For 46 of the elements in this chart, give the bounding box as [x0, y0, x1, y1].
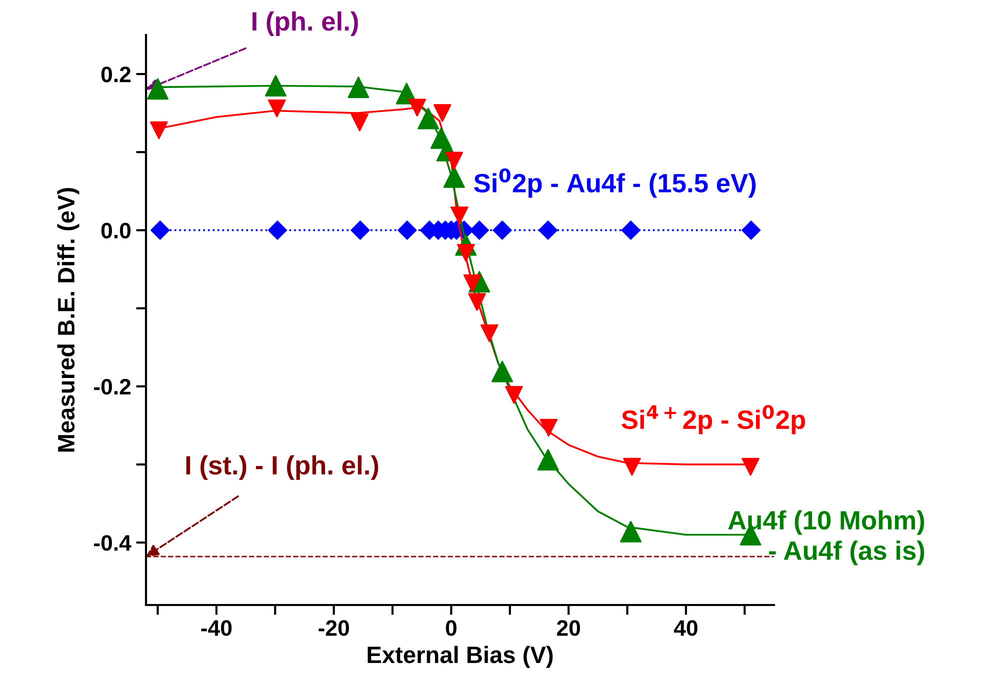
y-tick-label: 0.2: [101, 66, 131, 82]
point: [450, 206, 468, 224]
x-tick-label: -20: [318, 620, 349, 636]
point: [538, 220, 558, 240]
point: [350, 220, 370, 240]
point: [445, 152, 464, 170]
y-axis-title: Measured B.E. Diff. (eV): [57, 188, 80, 452]
point: [537, 449, 559, 471]
point: [264, 74, 286, 97]
point: [408, 98, 426, 117]
annotation: I (st.) - I (ph. el.): [186, 455, 378, 480]
point: [443, 166, 465, 188]
point: [150, 121, 168, 140]
y-tick-label: -0.4: [94, 535, 132, 551]
point: [492, 360, 514, 382]
x-tick-label: 0: [446, 620, 456, 636]
point: [621, 220, 640, 240]
point: [418, 108, 440, 130]
point: [398, 220, 417, 240]
point: [470, 220, 489, 240]
point: [742, 220, 761, 240]
x-tick-label: 40: [674, 620, 698, 636]
point: [468, 293, 486, 311]
point: [350, 114, 369, 132]
x-tick-label: -40: [201, 620, 232, 636]
point: [433, 104, 452, 122]
series-label: Si$^{0}$2p - Au4f - (15.5 eV): [474, 168, 756, 198]
point: [146, 78, 168, 100]
x-tick-label: 20: [556, 620, 580, 636]
y-tick-label: -0.2: [94, 378, 131, 395]
y-tick-label: 0.0: [101, 222, 131, 238]
series-label: Au4f (10 Mohm) - Au4f (as is): [728, 510, 924, 566]
series-label: Si$^{4+}$2p - Si$^{0}$2p: [622, 405, 806, 434]
x-axis-title: External Bias (V): [368, 646, 553, 668]
annotation: I (ph. el.): [252, 11, 358, 36]
point: [348, 76, 370, 98]
point: [620, 520, 642, 542]
point: [623, 458, 641, 476]
point: [268, 99, 286, 118]
point: [742, 458, 760, 476]
point: [268, 220, 288, 240]
point: [150, 220, 170, 240]
point: [540, 418, 558, 437]
point: [480, 324, 498, 342]
point: [492, 220, 512, 240]
point: [505, 386, 523, 404]
